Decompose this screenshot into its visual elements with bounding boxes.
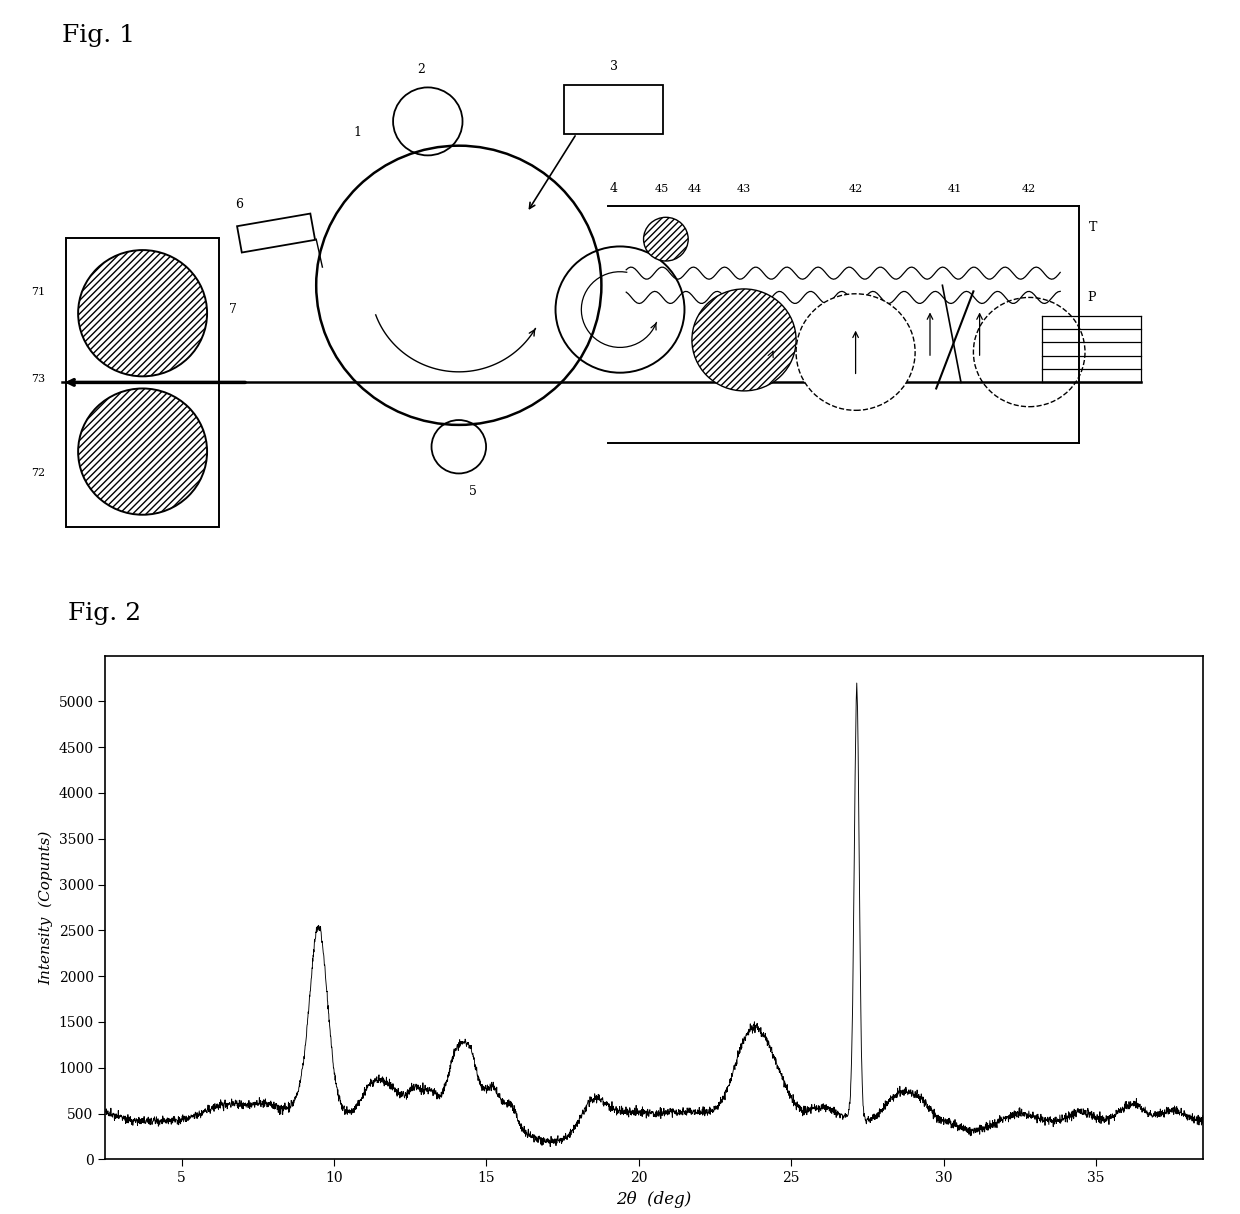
Text: 6: 6 — [236, 198, 243, 210]
Text: 2: 2 — [418, 63, 425, 75]
Circle shape — [692, 289, 796, 391]
Text: 71: 71 — [31, 287, 45, 297]
Circle shape — [644, 217, 688, 261]
Circle shape — [796, 294, 915, 410]
Circle shape — [78, 388, 207, 515]
Text: 7: 7 — [229, 304, 237, 316]
Text: 72: 72 — [31, 467, 45, 478]
Text: 5: 5 — [469, 486, 476, 498]
Circle shape — [78, 250, 207, 376]
Text: Fig. 2: Fig. 2 — [68, 602, 141, 625]
Text: 4: 4 — [610, 182, 618, 194]
Text: 44: 44 — [687, 183, 702, 194]
Text: P: P — [1087, 291, 1095, 304]
Text: 45: 45 — [655, 183, 670, 194]
Text: 73: 73 — [31, 374, 45, 385]
Bar — [66, 238, 219, 527]
Text: 41: 41 — [947, 183, 962, 194]
Bar — [237, 214, 315, 253]
Text: 43: 43 — [737, 183, 751, 194]
Text: 42: 42 — [848, 183, 863, 194]
Bar — [564, 85, 663, 134]
Text: 42: 42 — [1022, 183, 1037, 194]
Y-axis label: Intensity  (Copunts): Intensity (Copunts) — [38, 830, 53, 985]
Text: 3: 3 — [610, 61, 618, 73]
X-axis label: 2θ  (deg): 2θ (deg) — [616, 1191, 692, 1208]
Text: 1: 1 — [353, 126, 361, 138]
Text: T: T — [1089, 221, 1097, 233]
Text: Fig. 1: Fig. 1 — [62, 24, 135, 47]
